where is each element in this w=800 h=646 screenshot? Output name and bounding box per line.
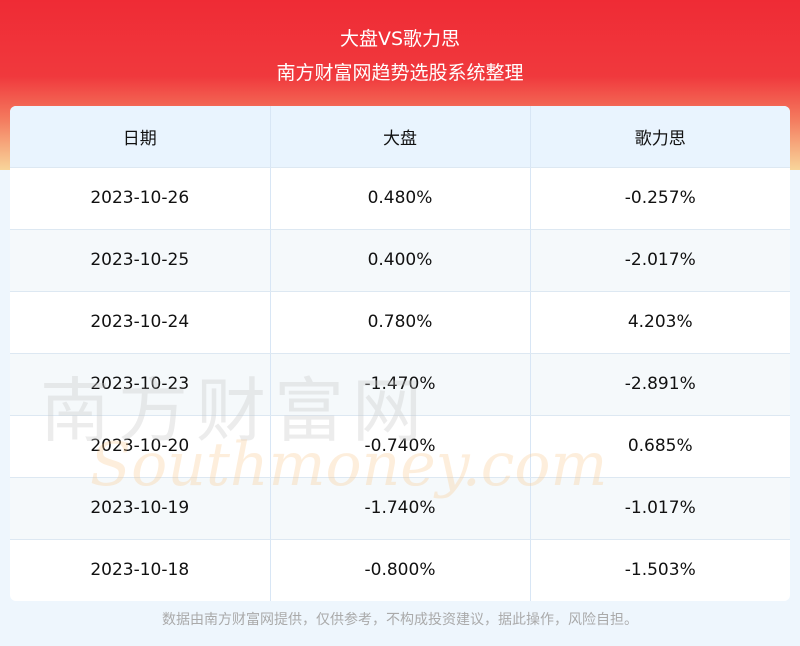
cell-market-change: -0.740% [270, 415, 531, 478]
table-header-row: 日期 大盘 歌力思 [10, 106, 790, 168]
cell-stock-change: -0.257% [530, 167, 790, 230]
cell-stock-change: 4.203% [530, 291, 790, 354]
table-row: 2023-10-18 -0.800% -1.503% [10, 539, 790, 601]
cell-market-change: 0.780% [270, 291, 531, 354]
cell-market-change: -0.800% [270, 539, 531, 601]
cell-date: 2023-10-26 [10, 167, 271, 230]
comparison-table-card: 日期 大盘 歌力思 2023-10-26 0.480% -0.257% 2023-10… [10, 106, 790, 601]
cell-stock-change: -2.891% [530, 353, 790, 416]
comparison-table: 日期 大盘 歌力思 2023-10-26 0.480% -0.257% 2023-10… [10, 106, 790, 601]
cell-date: 2023-10-23 [10, 353, 271, 416]
cell-date: 2023-10-19 [10, 477, 271, 540]
cell-market-change: -1.740% [270, 477, 531, 540]
column-header-market: 大盘 [270, 106, 531, 168]
table-row: 2023-10-23 -1.470% -2.891% [10, 353, 790, 416]
table-row: 2023-10-26 0.480% -0.257% [10, 167, 790, 230]
column-header-date: 日期 [10, 106, 271, 168]
cell-date: 2023-10-24 [10, 291, 271, 354]
cell-stock-change: -1.503% [530, 539, 790, 601]
page-title: 大盘VS歌力思 [339, 28, 461, 50]
cell-date: 2023-10-18 [10, 539, 271, 601]
table-row: 2023-10-24 0.780% 4.203% [10, 291, 790, 354]
column-header-stock: 歌力思 [530, 106, 790, 168]
cell-market-change: 0.400% [270, 229, 531, 292]
cell-market-change: 0.480% [270, 167, 531, 230]
disclaimer: 数据由南方财富网提供，仅供参考，不构成投资建议，据此操作，风险自担。 [162, 612, 638, 628]
table-row: 2023-10-19 -1.740% -1.017% [10, 477, 790, 540]
page-subtitle: 南方财富网趋势选股系统整理 [276, 62, 524, 84]
cell-stock-change: -1.017% [530, 477, 790, 540]
cell-date: 2023-10-20 [10, 415, 271, 478]
cell-stock-change: -2.017% [530, 229, 790, 292]
cell-market-change: -1.470% [270, 353, 531, 416]
table-row: 2023-10-25 0.400% -2.017% [10, 229, 790, 292]
cell-date: 2023-10-25 [10, 229, 271, 292]
table-row: 2023-10-20 -0.740% 0.685% [10, 415, 790, 478]
cell-stock-change: 0.685% [530, 415, 790, 478]
